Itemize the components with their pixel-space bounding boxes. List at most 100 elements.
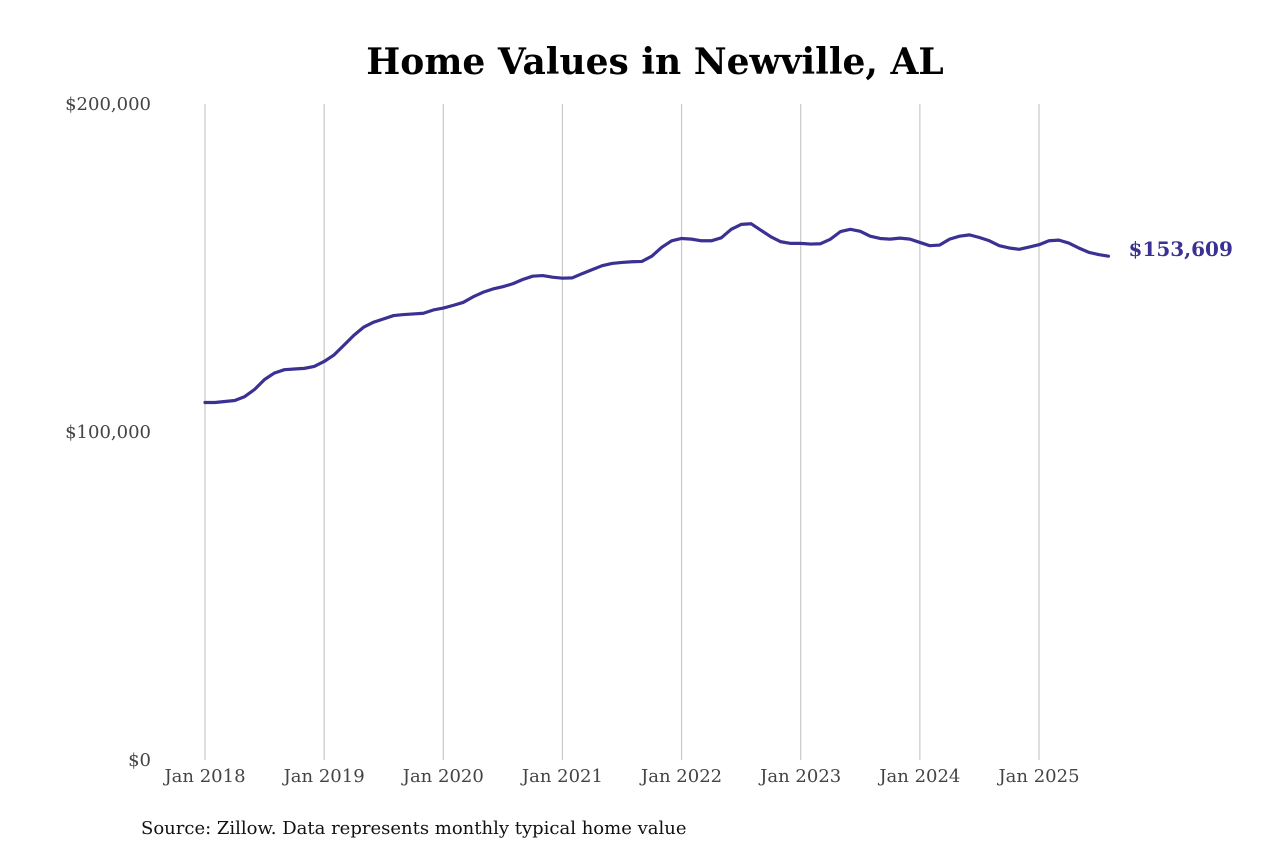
data-point <box>293 368 296 371</box>
data-point <box>889 238 892 241</box>
label-layer: Jan 2018 Jan 2019 Jan 2020 Jan 2021 Jan 2022… <box>65 94 1233 787</box>
data-point <box>660 246 663 249</box>
data-point <box>720 236 723 239</box>
end-value-label: $153,609 <box>1129 237 1233 261</box>
data-point <box>799 242 802 245</box>
x-tick-label: Jan 2024 <box>877 766 960 787</box>
data-point <box>253 388 256 391</box>
x-tick-label: Jan 2025 <box>996 766 1079 787</box>
data-point <box>750 222 753 225</box>
data-point <box>1077 247 1080 250</box>
data-point <box>789 242 792 245</box>
data-point <box>303 367 306 370</box>
x-tick-label: Jan 2023 <box>758 766 841 787</box>
data-point <box>1018 248 1021 251</box>
data-point <box>432 309 435 312</box>
data-point <box>978 236 981 239</box>
data-point <box>631 260 634 263</box>
x-tick-label: Jan 2022 <box>639 766 722 787</box>
data-point <box>541 274 544 277</box>
data-point <box>472 295 475 298</box>
data-point <box>909 238 912 241</box>
data-point <box>1057 239 1060 242</box>
data-point <box>223 400 226 403</box>
data-point <box>402 313 405 316</box>
data-point <box>859 230 862 233</box>
data-point <box>422 312 425 315</box>
data-point <box>948 238 951 241</box>
data-point <box>839 230 842 233</box>
data-point <box>928 244 931 247</box>
data-point <box>1067 242 1070 245</box>
data-point <box>442 307 445 310</box>
data-point <box>690 238 693 241</box>
data-point <box>730 228 733 231</box>
data-point <box>343 344 346 347</box>
data-point <box>1107 255 1110 258</box>
x-tick-label: Jan 2018 <box>162 766 245 787</box>
data-point <box>1008 247 1011 250</box>
data-point <box>611 262 614 265</box>
x-tick-label: Jan 2020 <box>401 766 484 787</box>
data-point <box>1038 243 1041 246</box>
data-point <box>938 244 941 247</box>
data-point <box>501 285 504 288</box>
data-point <box>313 365 316 368</box>
data-point <box>353 334 356 337</box>
chart-title: Home Values in Newville, AL <box>366 41 943 83</box>
data-point <box>710 239 713 242</box>
data-point <box>561 277 564 280</box>
data-point <box>700 239 703 242</box>
data-point <box>323 360 326 363</box>
data-point <box>958 235 961 238</box>
data-point <box>968 233 971 236</box>
data-point <box>571 276 574 279</box>
data-point <box>1048 239 1051 242</box>
source-note: Source: Zillow. Data represents monthly … <box>141 818 687 839</box>
data-point <box>1028 246 1031 249</box>
data-point <box>382 317 385 320</box>
x-tick-label: Jan 2021 <box>520 766 603 787</box>
y-tick-label: $200,000 <box>65 94 151 115</box>
data-point <box>601 264 604 267</box>
data-point <box>680 237 683 240</box>
data-point <box>521 278 524 281</box>
data-point <box>551 276 554 279</box>
series-layer <box>203 222 1111 405</box>
data-point <box>879 237 882 240</box>
data-point <box>243 395 246 398</box>
data-point <box>214 401 217 404</box>
data-point <box>998 244 1001 247</box>
data-point <box>1097 253 1100 256</box>
data-point <box>392 314 395 317</box>
data-point <box>670 239 673 242</box>
data-point <box>899 237 902 240</box>
data-point <box>869 235 872 238</box>
data-point <box>1087 251 1090 254</box>
data-point <box>760 229 763 232</box>
data-point <box>531 275 534 278</box>
x-tick-label: Jan 2019 <box>282 766 365 787</box>
grid-layer <box>204 104 1040 760</box>
data-point <box>511 282 514 285</box>
data-point <box>372 321 375 324</box>
data-point <box>204 401 207 404</box>
data-point <box>233 399 236 402</box>
data-point <box>621 261 624 264</box>
data-point <box>591 268 594 271</box>
data-point <box>779 240 782 243</box>
data-point <box>819 242 822 245</box>
y-tick-label: $0 <box>128 750 151 771</box>
data-point <box>581 272 584 275</box>
data-point <box>988 239 991 242</box>
data-point <box>283 368 286 371</box>
data-point <box>849 228 852 231</box>
data-point <box>462 301 465 304</box>
data-point <box>650 255 653 258</box>
data-point <box>412 313 415 316</box>
data-point <box>482 291 485 294</box>
data-point <box>333 354 336 357</box>
data-point <box>263 378 266 381</box>
